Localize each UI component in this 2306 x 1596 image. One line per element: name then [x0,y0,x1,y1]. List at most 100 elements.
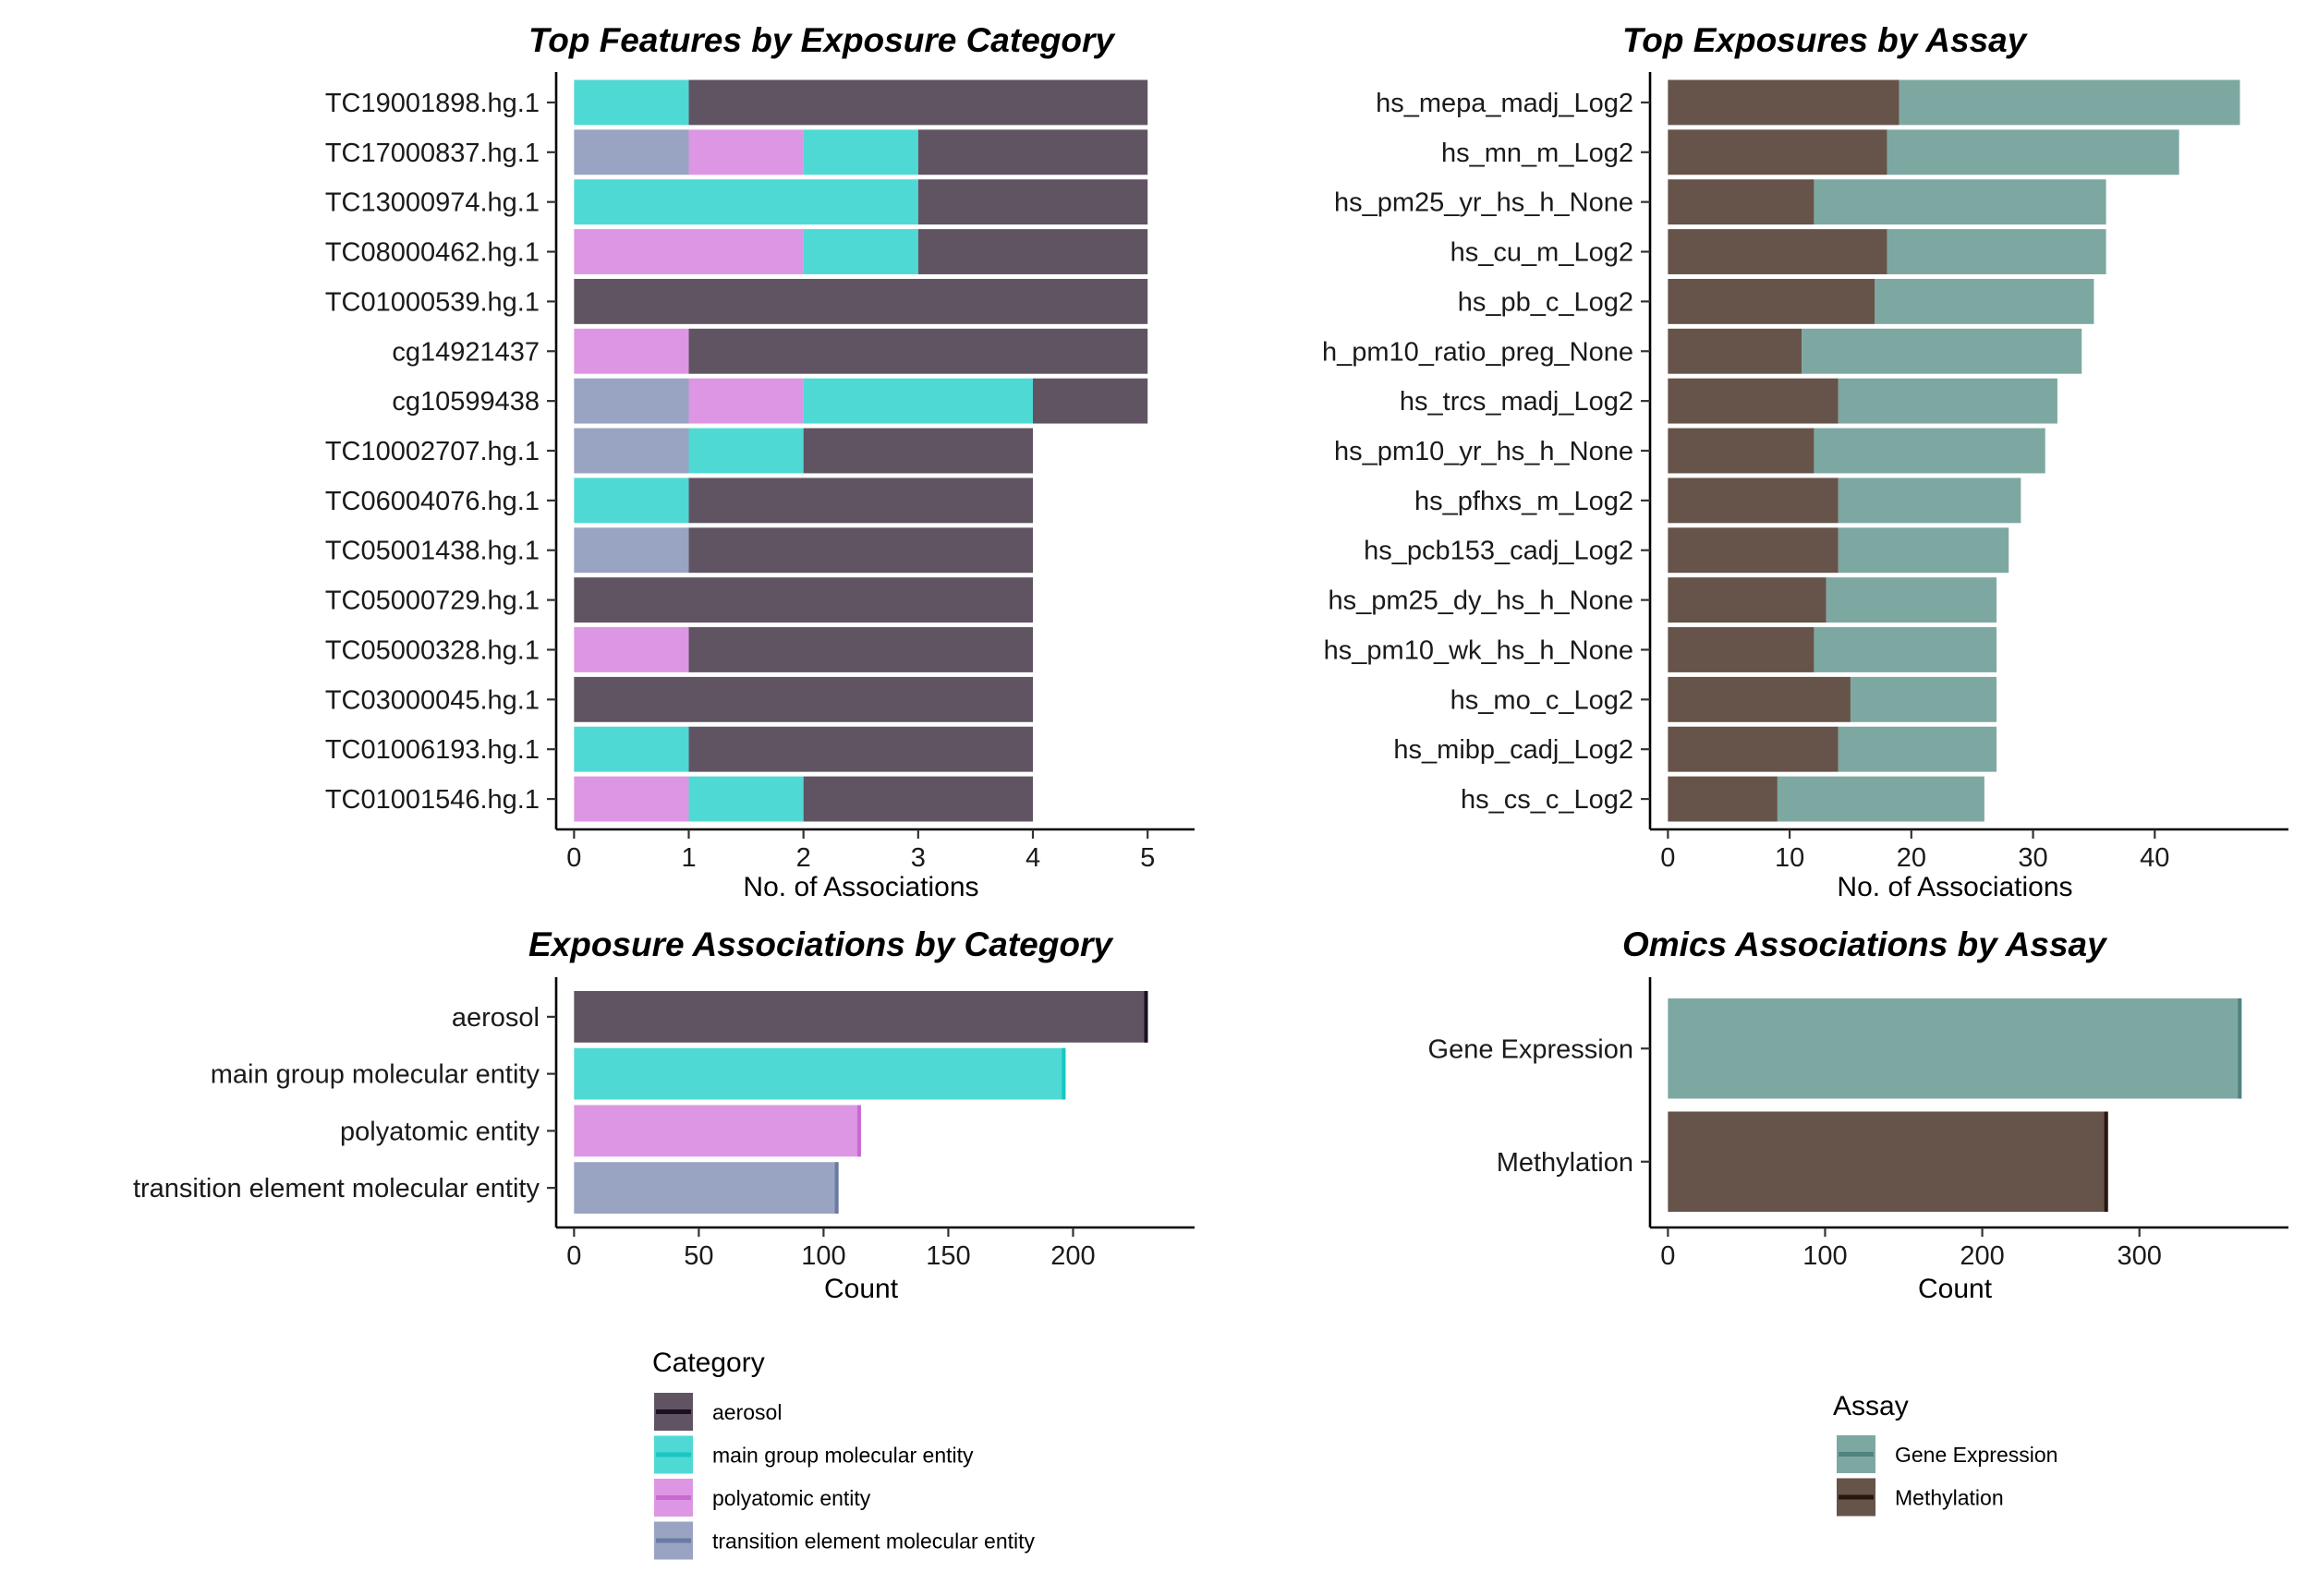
legend-label: Methylation [1895,1486,2004,1510]
y-tick-label: hs_cu_m_Log2 [1450,238,1633,268]
x-tick-label: 20 [1897,843,1926,873]
x-tick-label: 0 [566,843,581,873]
bar-segment-aerosol [803,428,1034,474]
bar [574,1105,861,1157]
bar-segment-Methylation [1668,627,1814,672]
bar-segment-Methylation [1668,129,1887,175]
y-tick-label: hs_mepa_madj_Log2 [1376,89,1633,118]
bar-segment-polyatomic-entity [688,129,804,175]
bar-segment-Gene-Expression [1838,478,2021,524]
bar-segment-Methylation [1668,478,1839,524]
bar-segment-aerosol [574,676,1034,722]
bar-segment-Methylation [1668,676,1851,722]
bar-segment-aerosol [803,776,1034,822]
y-tick-label: hs_mibp_cadj_Log2 [1393,735,1633,765]
bar-segment-Methylation [1668,726,1839,772]
bar-segment-transition-element-molecular-entity [574,378,689,424]
bar-segment-polyatomic-entity [574,328,689,374]
bar-segment-Methylation [1668,378,1839,424]
chart-title: Top Features by Exposure Category [528,21,1116,59]
y-tick-label: TC10002707.hg.1 [325,437,540,466]
y-tick-label: TC05001438.hg.1 [325,537,540,566]
bar-edge [856,1105,861,1157]
y-tick-label: hs_pm10_yr_hs_h_None [1334,437,1633,466]
x-axis-title: Count [824,1274,899,1304]
bar-segment-main-group-molecular-entity [574,478,689,524]
y-tick-label: TC19001898.hg.1 [325,89,540,118]
bar [574,991,1148,1043]
bar-segment-Gene-Expression [1850,676,1997,722]
x-tick-label: 50 [684,1241,713,1271]
y-tick-label: hs_mo_c_Log2 [1450,685,1633,715]
y-tick-label: polyatomic entity [340,1117,540,1146]
x-tick-label: 100 [801,1241,845,1271]
x-axis-title: No. of Associations [743,872,978,902]
legend-title: Assay [1833,1391,1909,1421]
panel-top-features: Top Features by Exposure Category No. of… [325,21,1195,902]
legend-title: Category [652,1348,765,1378]
y-tick-label: hs_pm25_dy_hs_h_None [1328,586,1633,616]
y-tick-label: main group molecular entity [211,1060,540,1090]
y-tick-label: hs_trcs_madj_Log2 [1400,387,1633,417]
bar-segment-Gene-Expression [1814,179,2106,225]
bar-segment-aerosol [688,627,1034,672]
bar-segment-Methylation [1668,278,1875,324]
bar-segment-aerosol [917,129,1148,175]
x-tick-label: 150 [926,1241,970,1271]
y-tick-label: hs_cs_c_Log2 [1461,785,1633,815]
y-tick-label: h_pm10_ratio_preg_None [1322,337,1633,367]
bar-segment-Gene-Expression [1814,428,2045,474]
bar-segment-main-group-molecular-entity [574,726,689,772]
x-axis-title: No. of Associations [1837,872,2072,902]
bar-segment-main-group-molecular-entity [574,179,918,225]
bar-segment-Gene-Expression [1875,278,2094,324]
x-tick-label: 200 [1960,1241,2004,1271]
legend-label: transition element molecular entity [712,1530,1035,1554]
x-tick-label: 100 [1802,1241,1847,1271]
bar-segment-Gene-Expression [1826,577,1997,623]
bar-edge [834,1162,839,1214]
bar-segment-polyatomic-entity [688,378,804,424]
x-tick-label: 2 [796,843,811,873]
y-tick-label: TC01000539.hg.1 [325,287,540,317]
y-tick-label: TC08000462.hg.1 [325,238,540,268]
bar-edge [1062,1047,1066,1100]
bar-segment-polyatomic-entity [574,229,804,274]
bar-segment-Methylation [1668,79,1899,126]
panel-exposure-categories: Exposure Associations by Category Count … [133,925,1195,1304]
bar-segment-Gene-Expression [1838,378,2057,424]
bar-segment-Methylation [1668,428,1814,474]
y-tick-label: TC06004076.hg.1 [325,487,540,516]
bar-segment-Gene-Expression [1814,627,1997,672]
bar-segment-aerosol [688,726,1034,772]
bar-segment-main-group-molecular-entity [688,428,804,474]
bar-segment-Methylation [1668,179,1814,225]
y-tick-label: hs_pcb153_cadj_Log2 [1364,537,1633,566]
bar-segment-Methylation [1668,776,1778,822]
y-tick-label: TC05000729.hg.1 [325,586,540,616]
y-tick-label: transition element molecular entity [133,1174,540,1203]
bar-segment-polyatomic-entity [574,776,689,822]
x-tick-label: 300 [2118,1241,2162,1271]
y-tick-label: TC17000837.hg.1 [325,139,540,168]
x-tick-label: 0 [566,1241,581,1271]
panel-top-exposures: Top Exposures by Assay No. of Associatio… [1322,21,2288,902]
bar-segment-main-group-molecular-entity [803,229,918,274]
bar [574,1162,839,1214]
bar-segment-Gene-Expression [1838,726,1997,772]
chart-title: Top Exposures by Assay [1622,21,2029,59]
y-tick-label: TC01006193.hg.1 [325,735,540,765]
legend-label: polyatomic entity [712,1486,871,1510]
chart-title: Exposure Associations by Category [528,925,1114,963]
bar-segment-Gene-Expression [1838,527,2009,574]
bar-segment-aerosol [688,328,1148,374]
bar-segment-transition-element-molecular-entity [574,428,689,474]
y-tick-label: hs_pfhxs_m_Log2 [1414,487,1633,516]
chart-title: Omics Associations by Assay [1622,925,2108,963]
bar-segment-Methylation [1668,577,1827,623]
x-tick-label: 5 [1140,843,1155,873]
y-tick-label: hs_mn_m_Log2 [1441,139,1633,168]
bar-segment-main-group-molecular-entity [574,79,689,126]
bar-segment-Gene-Expression [1899,79,2240,126]
